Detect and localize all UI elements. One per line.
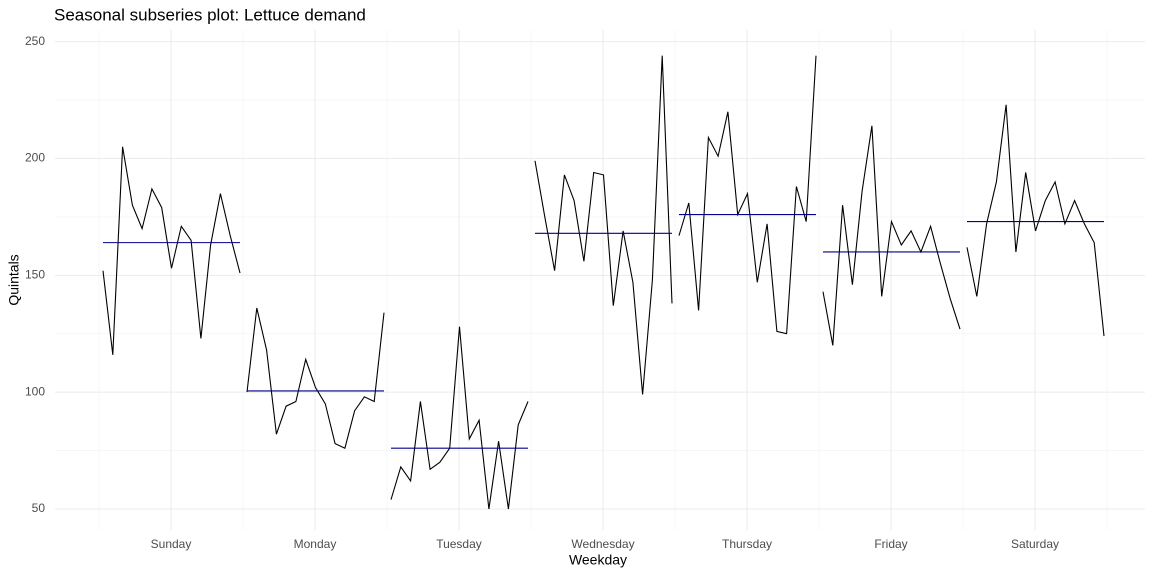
x-tick-label: Saturday — [1011, 537, 1059, 551]
y-tick-label: 50 — [32, 501, 46, 515]
chart-title: Seasonal subseries plot: Lettuce demand — [54, 5, 366, 24]
x-tick-label: Monday — [294, 537, 337, 551]
x-tick-label: Tuesday — [436, 537, 482, 551]
subseries-line — [246, 307, 385, 449]
x-tick-label: Wednesday — [571, 537, 634, 551]
subseries-line — [822, 125, 961, 346]
x-tick-label: Thursday — [722, 537, 772, 551]
y-tick-label: 250 — [25, 34, 45, 48]
y-tick-label: 150 — [25, 267, 45, 281]
y-tick-label: 100 — [25, 384, 45, 398]
y-tick-label: 200 — [25, 151, 45, 165]
subseries-line — [966, 104, 1105, 337]
subseries-line — [102, 146, 241, 355]
y-axis-label: Quintals — [6, 254, 22, 305]
x-tick-label: Sunday — [151, 537, 192, 551]
subseries-line — [678, 55, 817, 335]
subseries-line — [534, 55, 673, 395]
x-axis-label: Weekday — [569, 552, 627, 568]
x-tick-label: Friday — [874, 537, 907, 551]
subseries-line — [390, 326, 529, 510]
